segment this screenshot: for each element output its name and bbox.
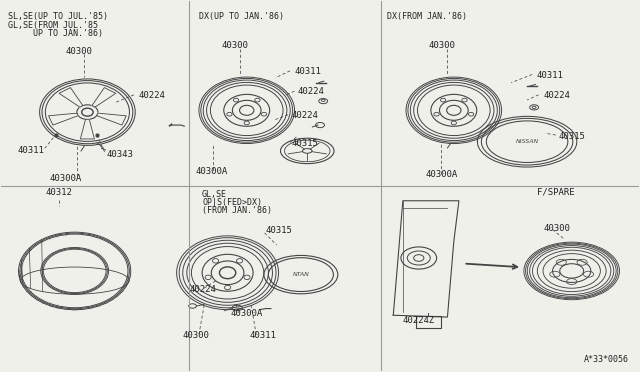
Text: GL,SE: GL,SE xyxy=(202,190,227,199)
Text: UP TO JAN.'86): UP TO JAN.'86) xyxy=(8,29,103,38)
Text: 40300: 40300 xyxy=(428,41,455,50)
Text: 40311: 40311 xyxy=(537,71,564,80)
Text: 40300: 40300 xyxy=(65,47,92,56)
Text: 40224Z: 40224Z xyxy=(403,316,435,325)
Polygon shape xyxy=(92,87,116,107)
Text: 40300A: 40300A xyxy=(231,309,263,318)
Text: NISSAN: NISSAN xyxy=(516,139,539,144)
Text: SL,SE(UP TO JUL.'85): SL,SE(UP TO JUL.'85) xyxy=(8,13,108,22)
Text: F/SPARE: F/SPARE xyxy=(537,188,574,197)
Text: 40300A: 40300A xyxy=(49,174,81,183)
Text: 40224: 40224 xyxy=(189,285,216,294)
Text: 40300: 40300 xyxy=(183,331,210,340)
Text: 40224: 40224 xyxy=(138,91,165,100)
Text: OP|S(FED>DX): OP|S(FED>DX) xyxy=(202,198,262,207)
Polygon shape xyxy=(97,113,126,125)
Text: GL,SE(FROM JUL.'85: GL,SE(FROM JUL.'85 xyxy=(8,20,98,30)
Text: (FROM JAN.'86): (FROM JAN.'86) xyxy=(202,206,272,215)
Text: 40224: 40224 xyxy=(298,87,324,96)
Text: 40312: 40312 xyxy=(46,188,73,197)
Polygon shape xyxy=(81,119,95,139)
Text: 40315: 40315 xyxy=(266,226,292,235)
Text: 40224: 40224 xyxy=(543,91,570,100)
Text: 40315: 40315 xyxy=(559,132,586,141)
Text: A*33*0056: A*33*0056 xyxy=(584,355,629,364)
Text: 40300A: 40300A xyxy=(196,167,228,176)
Text: DX(FROM JAN.'86): DX(FROM JAN.'86) xyxy=(387,13,467,22)
Text: 40311: 40311 xyxy=(250,331,276,340)
Text: 40343: 40343 xyxy=(106,150,133,159)
Polygon shape xyxy=(49,113,78,125)
Text: 40315: 40315 xyxy=(291,139,318,148)
Text: 40224: 40224 xyxy=(291,111,318,121)
Text: DX(UP TO JAN.'86): DX(UP TO JAN.'86) xyxy=(199,13,284,22)
Text: 40311: 40311 xyxy=(17,147,44,155)
Text: 40311: 40311 xyxy=(294,67,321,76)
Text: 40300: 40300 xyxy=(543,224,570,233)
Text: 40300: 40300 xyxy=(221,41,248,50)
Polygon shape xyxy=(59,87,83,107)
Text: NTAN: NTAN xyxy=(292,272,309,277)
Text: 40300A: 40300A xyxy=(425,170,458,179)
